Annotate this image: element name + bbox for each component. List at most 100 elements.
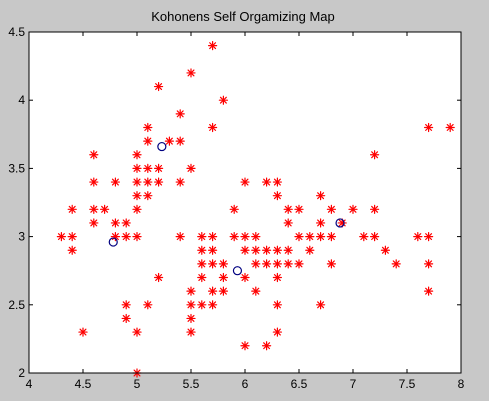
y-tick-label: 4 bbox=[18, 93, 25, 107]
circle-point bbox=[232, 266, 243, 276]
asterisk-point bbox=[186, 327, 196, 337]
asterisk-point bbox=[316, 191, 326, 201]
asterisk-point bbox=[186, 68, 196, 78]
asterisk-point bbox=[197, 259, 207, 269]
asterisk-point bbox=[283, 218, 293, 228]
x-tick-label: 8 bbox=[458, 377, 465, 391]
asterisk-point bbox=[175, 232, 185, 242]
asterisk-point bbox=[143, 191, 153, 201]
asterisk-point bbox=[143, 122, 153, 133]
asterisk-point bbox=[251, 259, 261, 269]
asterisk-point bbox=[283, 259, 293, 269]
asterisk-point bbox=[208, 232, 218, 242]
asterisk-point bbox=[424, 232, 434, 242]
asterisk-point bbox=[121, 232, 131, 242]
asterisk-point bbox=[132, 191, 142, 201]
asterisk-point bbox=[283, 204, 293, 214]
asterisk-point bbox=[218, 95, 228, 105]
asterisk-point bbox=[121, 300, 131, 310]
asterisk-point bbox=[121, 313, 131, 324]
asterisk-point bbox=[186, 163, 196, 173]
asterisk-point bbox=[445, 122, 455, 133]
x-tick-label: 5.5 bbox=[183, 377, 200, 391]
y-tick-label: 2 bbox=[18, 366, 25, 380]
asterisk-point bbox=[132, 163, 142, 173]
asterisk-point bbox=[262, 177, 272, 187]
circle-point bbox=[157, 141, 167, 152]
asterisk-point bbox=[370, 150, 380, 160]
asterisk-point bbox=[218, 272, 228, 283]
asterisk-point bbox=[413, 232, 423, 242]
asterisk-point bbox=[175, 136, 185, 146]
asterisk-point bbox=[326, 204, 336, 214]
asterisk-point bbox=[56, 232, 67, 242]
asterisk-point bbox=[316, 232, 326, 242]
asterisk-point bbox=[370, 204, 380, 214]
x-tick-label: 6.5 bbox=[291, 377, 308, 391]
asterisk-point bbox=[164, 136, 174, 146]
asterisk-point bbox=[132, 150, 142, 160]
data-marks bbox=[56, 41, 455, 378]
asterisk-point bbox=[67, 245, 77, 255]
asterisk-point bbox=[208, 286, 218, 296]
asterisk-point bbox=[132, 177, 142, 187]
asterisk-point bbox=[99, 204, 110, 214]
asterisk-point bbox=[218, 259, 228, 269]
asterisk-point bbox=[391, 259, 401, 269]
asterisk-point bbox=[380, 245, 390, 255]
axes-frame bbox=[28, 31, 462, 374]
asterisk-point bbox=[272, 327, 282, 337]
asterisk-point bbox=[208, 300, 218, 310]
asterisk-point bbox=[272, 177, 282, 187]
asterisk-point bbox=[262, 259, 272, 269]
asterisk-point bbox=[424, 286, 434, 296]
asterisk-point bbox=[110, 218, 121, 228]
asterisk-point bbox=[197, 300, 207, 310]
asterisk-point bbox=[272, 259, 282, 269]
asterisk-point bbox=[208, 245, 218, 255]
asterisk-point bbox=[272, 245, 282, 255]
axes-background bbox=[29, 32, 461, 373]
asterisk-point bbox=[208, 41, 218, 51]
asterisk-point bbox=[132, 232, 142, 242]
asterisk-point bbox=[283, 245, 293, 255]
asterisk-point bbox=[240, 232, 250, 242]
x-tick-label: 6 bbox=[242, 377, 249, 391]
asterisk-point bbox=[143, 163, 153, 173]
asterisk-point bbox=[175, 177, 185, 187]
asterisk-point bbox=[251, 245, 261, 255]
asterisk-point bbox=[240, 245, 250, 255]
circle-point bbox=[335, 218, 345, 228]
asterisk-point bbox=[78, 327, 88, 337]
asterisk-point bbox=[143, 300, 153, 310]
asterisk-point bbox=[262, 341, 272, 351]
asterisk-point bbox=[294, 204, 304, 214]
asterisk-point bbox=[251, 232, 261, 242]
asterisk-point bbox=[121, 218, 131, 228]
asterisk-point bbox=[89, 150, 99, 160]
asterisk-point bbox=[154, 177, 164, 187]
asterisk-point bbox=[305, 245, 315, 255]
asterisk-point bbox=[143, 136, 153, 146]
axis-ticks: 4 4.5 5 5.5 6 6.5 7 7.5 8 2 2.5 3 3.5 4 4.5 bbox=[8, 25, 464, 391]
asterisk-point bbox=[359, 232, 369, 242]
x-tick-label: 4.5 bbox=[75, 377, 92, 391]
asterisk-point bbox=[272, 191, 282, 201]
asterisk-point bbox=[89, 218, 99, 228]
y-tick-label: 2.5 bbox=[8, 298, 25, 312]
x-tick-label: 7.5 bbox=[399, 377, 416, 391]
y-tick-label: 3.5 bbox=[8, 161, 25, 175]
asterisk-point bbox=[154, 81, 164, 92]
x-tick-label: 7 bbox=[350, 377, 357, 391]
asterisk-point bbox=[208, 122, 218, 133]
y-tick-label: 4.5 bbox=[8, 25, 25, 39]
asterisk-point bbox=[186, 286, 196, 296]
asterisk-point bbox=[197, 245, 207, 255]
x-tick-label: 5 bbox=[134, 377, 141, 391]
asterisk-point bbox=[89, 177, 99, 187]
asterisk-point bbox=[154, 163, 164, 173]
asterisk-point bbox=[294, 259, 304, 269]
asterisk-point bbox=[197, 232, 207, 242]
